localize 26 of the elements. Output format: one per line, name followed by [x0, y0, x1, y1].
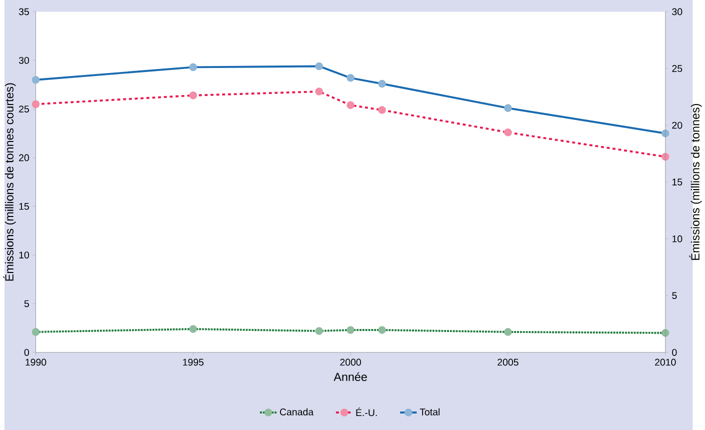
y2-tick-label: 0 — [672, 348, 677, 356]
x-tick-label: 1990 — [26, 358, 46, 366]
y-tick-label: 5 — [24, 300, 29, 307]
y2-tick-label: 30 — [672, 8, 682, 15]
x-axis-title: Année — [334, 372, 367, 381]
y2-axis-title: Émissions (millions de tonnes) — [689, 104, 702, 260]
y2-tick-label: 20 — [672, 122, 682, 128]
y-tick-label: 0 — [24, 348, 30, 356]
y-axis-title: Émissions (millions de tonnes courtes) — [3, 83, 16, 280]
y-tick-label: 30 — [18, 56, 30, 64]
y-tick-label: 25 — [19, 105, 29, 112]
y-tick-label: 15 — [19, 202, 29, 210]
x-tick-label: 2000 — [340, 358, 361, 366]
x-tick-label: 2010 — [655, 358, 676, 366]
y2-tick-label: 10 — [672, 235, 682, 242]
y-tick-label: 35 — [18, 8, 29, 15]
x-tick-label: 2005 — [498, 358, 518, 366]
legend-label: Total — [420, 408, 440, 416]
y2-tick-label: 15 — [672, 178, 682, 186]
y-tick-label: 20 — [19, 154, 30, 161]
legend-label: É.-U. — [356, 407, 377, 416]
y2-tick-label: 5 — [672, 292, 677, 299]
x-tick-label: 1995 — [183, 358, 204, 366]
y2-tick-label: 25 — [672, 64, 682, 72]
y-tick-label: 10 — [19, 251, 30, 258]
legend-label: Canada — [280, 408, 314, 416]
